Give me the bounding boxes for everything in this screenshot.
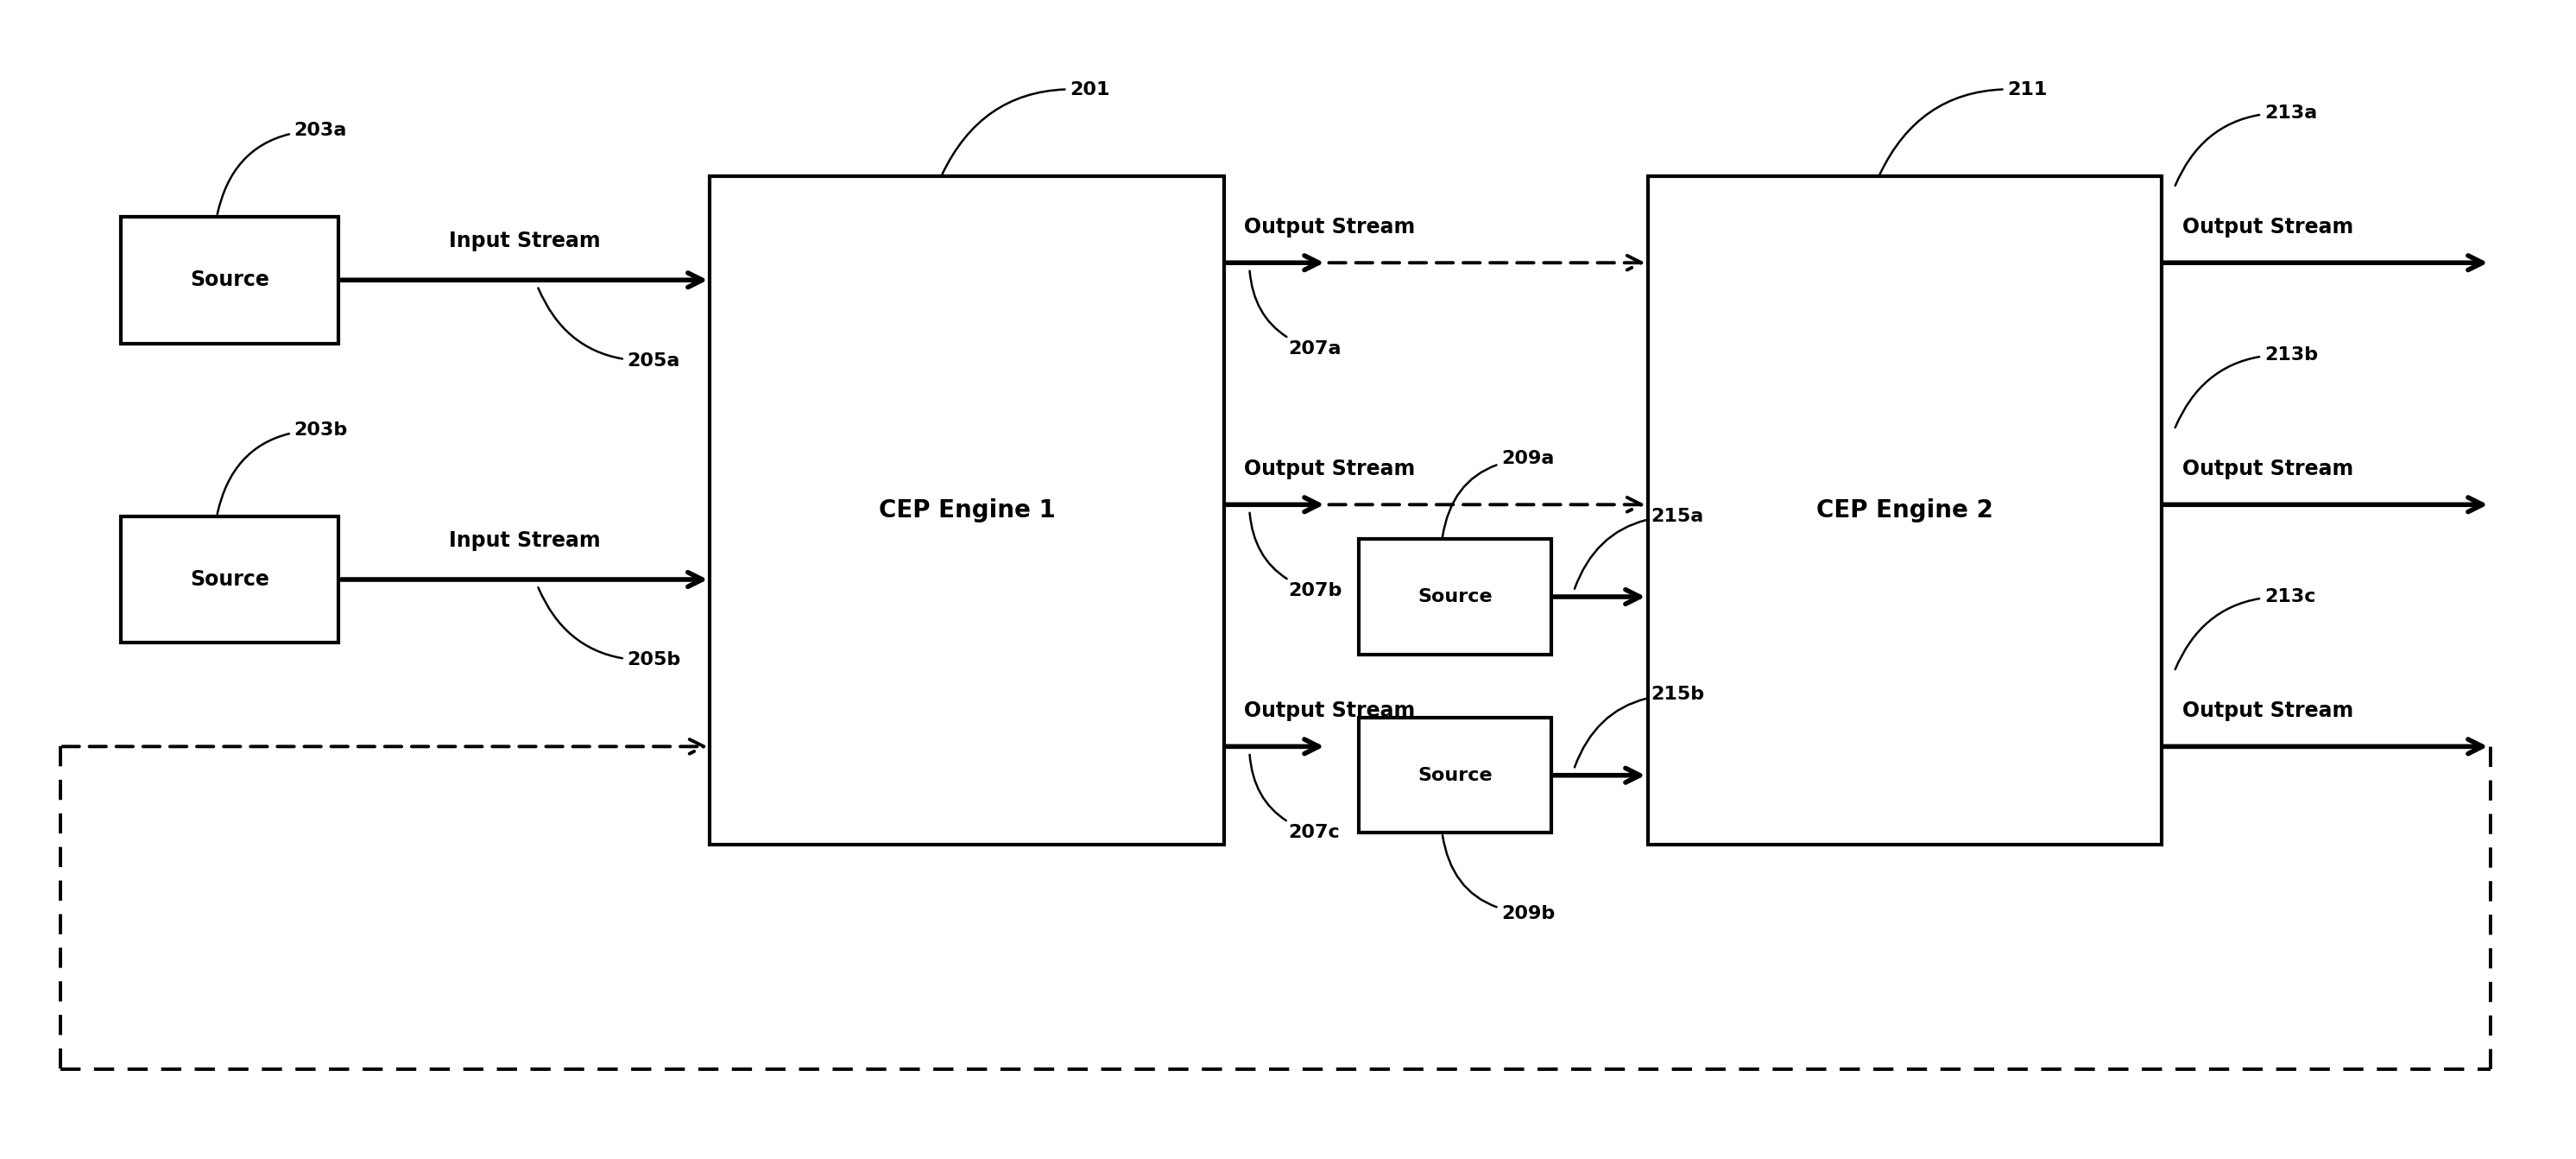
Text: Source: Source	[191, 569, 270, 590]
Text: Output Stream: Output Stream	[1244, 459, 1414, 480]
Text: Output Stream: Output Stream	[2182, 217, 2352, 238]
Text: 201: 201	[943, 81, 1110, 174]
Text: CEP Engine 1: CEP Engine 1	[878, 498, 1056, 523]
Text: Output Stream: Output Stream	[1244, 217, 1414, 238]
Text: 207a: 207a	[1249, 271, 1342, 358]
Text: 215a: 215a	[1574, 508, 1703, 589]
Text: Source: Source	[191, 270, 270, 291]
Text: 209b: 209b	[1443, 836, 1556, 923]
Text: Source: Source	[1417, 588, 1492, 605]
Bar	[1649, 176, 2161, 845]
Text: 205b: 205b	[538, 588, 680, 669]
Text: 203a: 203a	[216, 122, 348, 214]
Text: 207c: 207c	[1249, 755, 1340, 841]
Text: 213a: 213a	[2174, 104, 2316, 185]
Text: Source: Source	[1417, 766, 1492, 783]
Text: 209a: 209a	[1443, 450, 1553, 537]
Text: CEP Engine 2: CEP Engine 2	[1816, 498, 1994, 523]
Bar	[711, 176, 1224, 845]
Text: 207b: 207b	[1249, 512, 1342, 599]
Bar	[121, 217, 340, 343]
Text: 205a: 205a	[538, 287, 680, 370]
Text: 213c: 213c	[2174, 588, 2316, 670]
Text: 213b: 213b	[2174, 347, 2318, 428]
Text: Output Stream: Output Stream	[2182, 700, 2352, 721]
Text: 203b: 203b	[216, 421, 348, 513]
Bar	[121, 516, 340, 643]
Text: Output Stream: Output Stream	[1244, 700, 1414, 721]
Bar	[1358, 717, 1551, 833]
Text: 215b: 215b	[1574, 686, 1705, 767]
Text: 211: 211	[1880, 81, 2048, 174]
Text: Input Stream: Input Stream	[448, 231, 600, 252]
Bar	[1358, 539, 1551, 655]
Text: Output Stream: Output Stream	[2182, 459, 2352, 480]
Text: Input Stream: Input Stream	[448, 530, 600, 551]
